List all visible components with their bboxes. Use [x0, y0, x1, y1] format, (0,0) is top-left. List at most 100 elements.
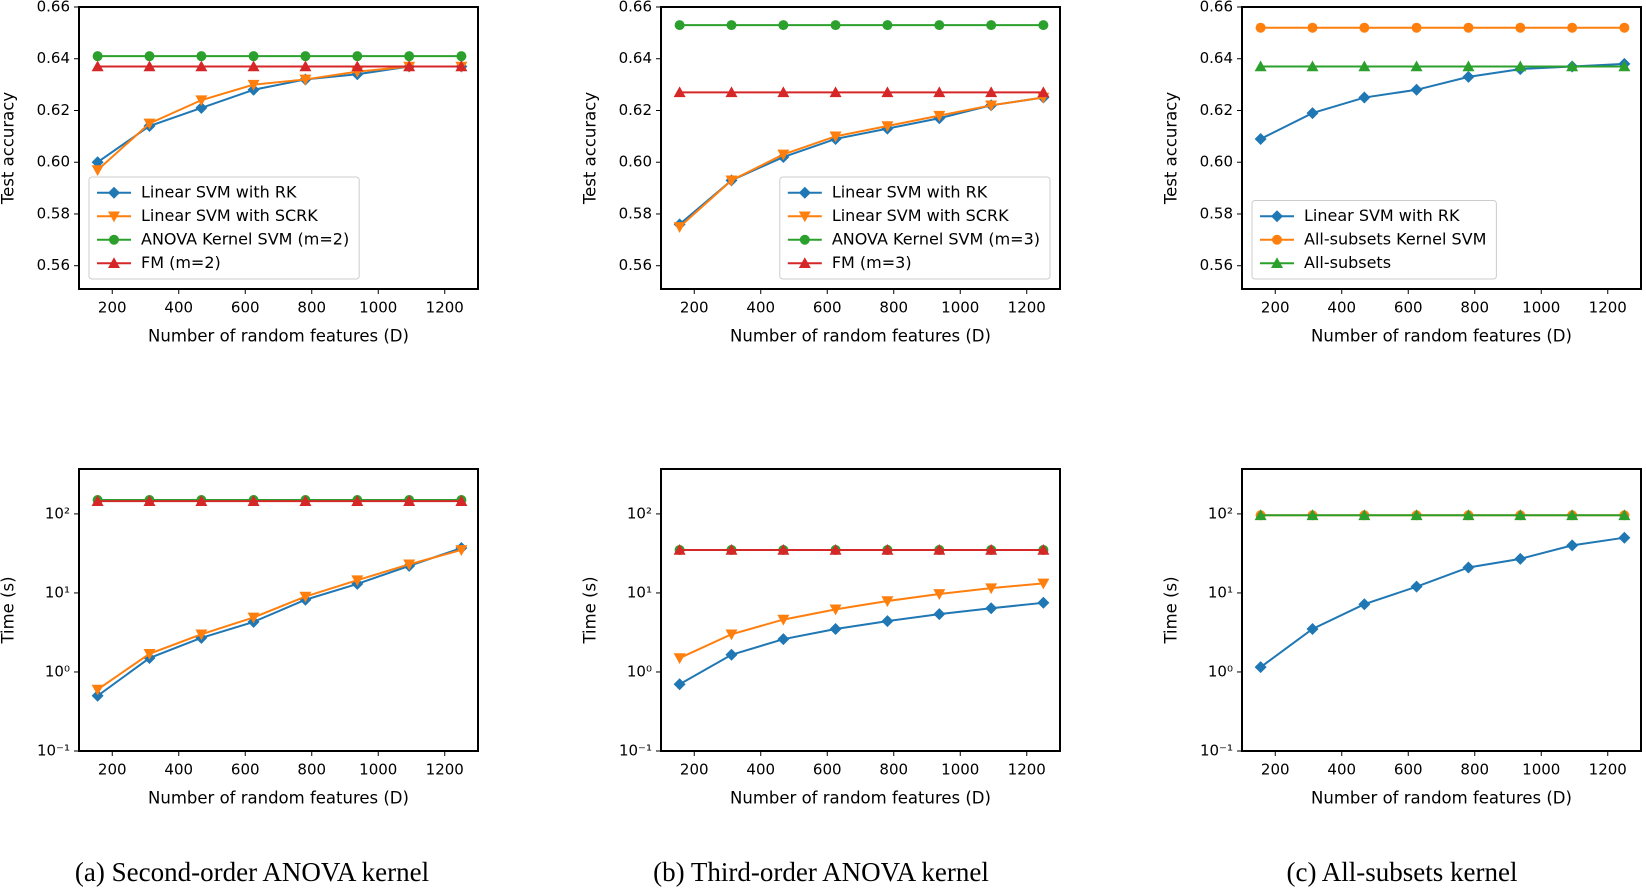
- marker: [248, 51, 259, 62]
- series-layer: [91, 51, 468, 176]
- marker: [1306, 622, 1319, 635]
- y-tick-label: 0.64: [1200, 49, 1233, 67]
- x-tick-label: 800: [879, 299, 908, 317]
- marker: [1358, 598, 1371, 611]
- legend-label: ANOVA Kernel SVM (m=2): [141, 229, 349, 248]
- legend: Linear SVM with RK Linear SVM with SCRK AN…: [779, 176, 1051, 280]
- x-tick-label: 1000: [359, 761, 397, 779]
- marker: [881, 86, 894, 98]
- plot-frame: [1241, 468, 1642, 752]
- marker: [299, 495, 312, 506]
- marker: [933, 110, 946, 122]
- x-tick-label: 800: [1460, 761, 1489, 779]
- x-tick-label: 800: [1460, 299, 1489, 317]
- marker: [299, 60, 312, 72]
- y-tick-label: 0.60: [37, 153, 70, 171]
- marker: [725, 629, 738, 641]
- marker: [829, 86, 842, 98]
- legend-label: FM (m=3): [832, 253, 912, 272]
- legend-box: [1251, 200, 1497, 280]
- marker: [1618, 509, 1631, 521]
- series-layer: [1254, 509, 1631, 674]
- y-tick-label: 10²: [45, 504, 70, 522]
- marker: [403, 60, 416, 72]
- marker: [829, 622, 842, 635]
- y-tick-label: 0.62: [37, 101, 70, 119]
- y-tick-label: 10⁰: [45, 662, 70, 680]
- y-tick-label: 10⁻¹: [1200, 742, 1233, 760]
- y-tick-label: 0.66: [1200, 0, 1233, 16]
- marker: [456, 51, 467, 62]
- x-tick-label: 600: [813, 761, 842, 779]
- x-tick-label: 400: [1327, 299, 1356, 317]
- marker: [933, 608, 946, 621]
- x-tick-label: 1200: [426, 299, 464, 317]
- marker: [777, 633, 790, 646]
- y-tick-label: 0.58: [37, 204, 70, 222]
- marker: [985, 543, 998, 555]
- x-tick-label: 1200: [426, 761, 464, 779]
- marker: [725, 648, 738, 661]
- y-axis-label: Test accuracy: [581, 92, 600, 205]
- marker: [778, 20, 789, 31]
- y-tick-label: 10¹: [45, 583, 70, 601]
- marker: [1271, 257, 1283, 269]
- x-tick-label: 800: [879, 761, 908, 779]
- marker: [108, 211, 120, 223]
- x-tick-label: 200: [98, 299, 127, 317]
- y-axis-label: Test accuracy: [0, 92, 18, 205]
- marker: [1463, 22, 1474, 33]
- series-line: [97, 548, 462, 691]
- x-tick-label: 600: [1394, 299, 1423, 317]
- marker: [934, 20, 945, 31]
- chart: 200 400 600 800 1000 1200 10⁻¹ 10⁰ 10¹ 10² Number …: [1162, 468, 1642, 808]
- y-tick-label: 0.56: [619, 256, 652, 274]
- caption: (b) Third-order ANOVA kernel: [653, 857, 989, 887]
- marker: [1566, 509, 1579, 521]
- marker: [725, 86, 738, 98]
- x-tick-label: 800: [297, 761, 326, 779]
- x-tick-label: 400: [164, 299, 193, 317]
- series-line: [678, 96, 1044, 228]
- legend-label: All-subsets Kernel SVM: [1304, 229, 1486, 248]
- plot-area: [79, 469, 478, 751]
- marker: [1618, 531, 1631, 544]
- marker: [109, 234, 119, 245]
- plot-frame: [660, 468, 1061, 752]
- x-tick-label: 600: [231, 299, 260, 317]
- marker: [1358, 91, 1371, 104]
- marker: [91, 60, 104, 72]
- x-tick-label: 200: [680, 761, 709, 779]
- marker: [195, 495, 208, 506]
- marker: [247, 612, 260, 624]
- marker: [195, 60, 208, 72]
- y-tick-label: 0.66: [37, 0, 70, 16]
- marker: [299, 74, 312, 86]
- marker: [777, 86, 790, 98]
- marker: [195, 101, 208, 114]
- series-layer: [673, 543, 1050, 691]
- chart: 200 400 600 800 1000 1200 10⁻¹ 10⁰ 10¹ 10² Number …: [0, 468, 479, 808]
- marker: [1410, 83, 1423, 96]
- series-line: [679, 582, 1044, 659]
- marker: [1254, 132, 1267, 145]
- marker: [1462, 70, 1475, 83]
- marker: [1566, 539, 1579, 552]
- marker: [455, 545, 468, 556]
- x-tick-label: 1000: [1522, 761, 1560, 779]
- marker: [829, 543, 842, 555]
- marker: [351, 60, 364, 72]
- marker: [404, 51, 415, 62]
- plot-frame: [78, 468, 479, 752]
- x-tick-label: 1200: [1008, 299, 1046, 317]
- y-tick-label: 0.56: [37, 256, 70, 274]
- marker: [986, 20, 997, 31]
- marker: [1358, 60, 1371, 72]
- marker: [1566, 60, 1579, 72]
- legend-label: Linear SVM with RK: [1304, 206, 1460, 225]
- marker: [725, 543, 738, 555]
- marker: [1254, 661, 1267, 674]
- x-tick-label: 1000: [1522, 299, 1560, 317]
- y-tick-label: 0.58: [1200, 204, 1233, 222]
- marker: [1515, 22, 1526, 33]
